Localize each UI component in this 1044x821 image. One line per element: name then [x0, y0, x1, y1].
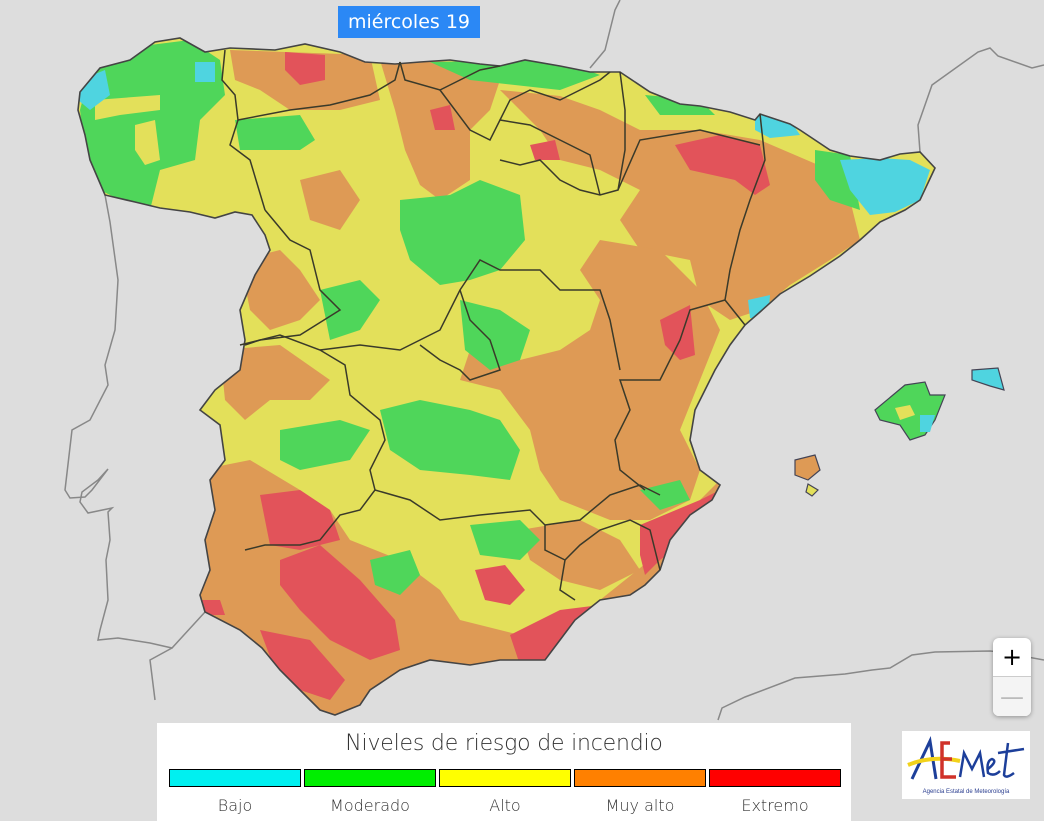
zoom-out-button[interactable]: — [993, 676, 1031, 716]
aemet-logo-subtitle: Agencia Estatal de Meteorología [922, 789, 1010, 795]
africa-outline-west [149, 647, 173, 701]
spain-coastline [77, 37, 936, 716]
legend-item-alto: Alto [439, 769, 571, 815]
legend-label-alto: Alto [489, 796, 521, 815]
legend-scale: Bajo Moderado Alto Muy alto Extremo [169, 769, 841, 815]
legend-item-moderado: Moderado [304, 769, 436, 815]
legend-swatch-moderado [304, 769, 436, 787]
legend-label-moderado: Moderado [330, 796, 410, 815]
legend-item-muy-alto: Muy alto [574, 769, 706, 815]
legend-label-extremo: Extremo [741, 796, 809, 815]
aemet-logo-icon [907, 735, 1025, 780]
balearic-islands [794, 367, 1005, 497]
risk-zones [78, 38, 935, 715]
zoom-control: + — [993, 638, 1031, 716]
legend-panel: Niveles de riesgo de incendio Bajo Moder… [157, 723, 851, 821]
legend-label-bajo: Bajo [217, 796, 253, 815]
legend-label-muy-alto: Muy alto [605, 796, 675, 815]
legend-swatch-alto [439, 769, 571, 787]
legend-title: Niveles de riesgo de incendio [345, 731, 663, 756]
region-borders [221, 49, 766, 601]
legend-swatch-extremo [709, 769, 841, 787]
aemet-logo: Agencia Estatal de Meteorología [902, 731, 1030, 799]
legend-swatch-muy-alto [574, 769, 706, 787]
france-outline-west [589, 0, 621, 69]
date-selector[interactable]: miércoles 19 [338, 6, 480, 38]
legend-swatch-bajo [169, 769, 301, 787]
portugal-outline [64, 194, 206, 649]
france-outline-east [917, 47, 1044, 153]
zoom-in-button[interactable]: + [1001, 643, 1023, 671]
africa-outline [717, 650, 1044, 721]
legend-item-bajo: Bajo [169, 769, 301, 815]
legend-item-extremo: Extremo [709, 769, 841, 815]
